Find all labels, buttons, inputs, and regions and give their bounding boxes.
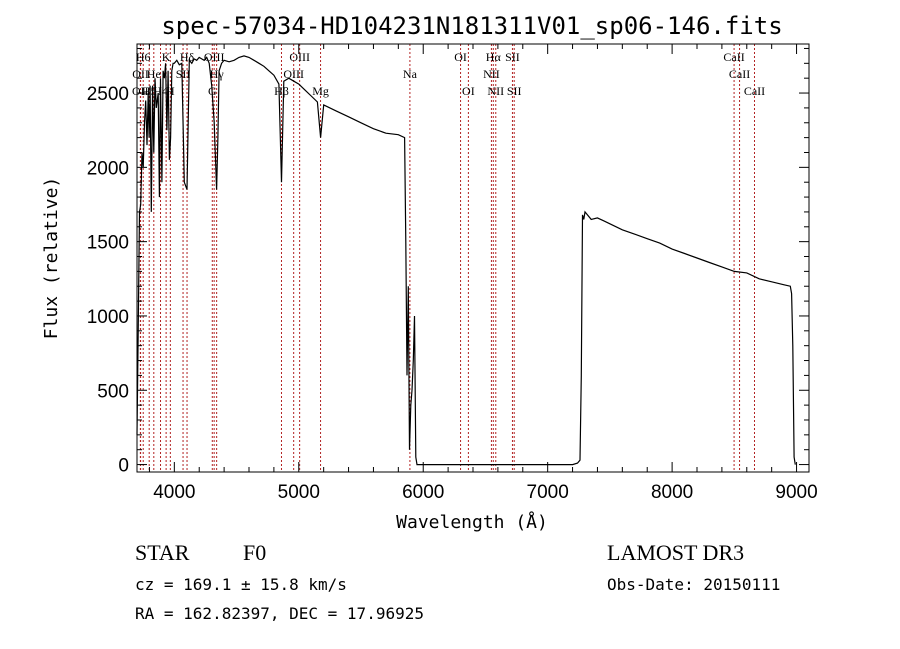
emission-line-label: H [166, 84, 175, 98]
object-subclass: F0 [243, 540, 266, 565]
emission-line-label: Na [403, 67, 418, 81]
emission-line-label: CaII [729, 67, 750, 81]
emission-line-label: OIII [289, 50, 310, 64]
emission-line-label: OII [132, 67, 149, 81]
spectrum-line [136, 55, 796, 466]
y-axis-ticks: 0 500 1000 1500 2000 2500 [87, 47, 809, 477]
x-tick-label: 5000 [278, 482, 320, 503]
emission-line-label: NII [483, 67, 500, 81]
emission-line-label: SII [507, 84, 522, 98]
emission-line-labels: OIIOIIH6H5HeH4KHSIIHδGOIIIHγHβOIIIOIIIMg… [132, 50, 765, 98]
emission-line-label: Hα [486, 50, 502, 64]
observation-date: Obs-Date: 20150111 [607, 575, 780, 594]
x-tick-label: 4000 [153, 482, 195, 503]
emission-line-label: CaII [723, 50, 744, 64]
y-tick-label: 1000 [87, 307, 129, 328]
emission-line-label: K [162, 50, 171, 64]
chart-title: spec-57034-HD104231N181311V01_sp06-146.f… [161, 12, 782, 40]
emission-line-label: OII [132, 84, 149, 98]
emission-line-label: OI [462, 84, 475, 98]
x-tick-label: 8000 [651, 482, 693, 503]
x-axis-label: Wavelength (Å) [396, 511, 548, 533]
emission-line-label: OI [454, 50, 467, 64]
emission-line-label: Hγ [210, 67, 225, 81]
emission-line-label: Hδ [180, 50, 195, 64]
emission-line-label: He [147, 67, 161, 81]
object-class: STAR [135, 540, 190, 565]
emission-line-label: OIII [204, 50, 225, 64]
x-tick-label: 9000 [775, 482, 817, 503]
x-tick-label: 7000 [527, 482, 569, 503]
survey-name: LAMOST DR3 [607, 540, 744, 565]
coordinates: RA = 162.82397, DEC = 17.96925 [135, 604, 424, 623]
y-tick-label: 2500 [87, 84, 129, 105]
y-tick-label: 500 [97, 381, 129, 402]
emission-line-label: SII [176, 67, 191, 81]
y-axis-label: Flux (relative) [41, 177, 62, 340]
emission-line-label: NII [487, 84, 504, 98]
emission-line-label: SII [505, 50, 520, 64]
x-axis-ticks: 4000 5000 6000 7000 8000 9000 [148, 44, 818, 503]
emission-line-label: Hβ [274, 84, 289, 98]
y-tick-label: 1500 [87, 233, 129, 254]
x-tick-label: 6000 [402, 482, 444, 503]
emission-line-label: H6 [136, 50, 151, 64]
y-tick-label: 2000 [87, 158, 129, 179]
emission-line-label: OIII [283, 67, 304, 81]
redshift-value: cz = 169.1 ± 15.8 km/s [135, 575, 347, 594]
y-tick-label: 0 [118, 456, 129, 477]
emission-line-label: Mg [312, 84, 329, 98]
emission-lines [139, 44, 755, 472]
emission-line-label: CaII [744, 84, 765, 98]
plot-frame [136, 43, 810, 473]
